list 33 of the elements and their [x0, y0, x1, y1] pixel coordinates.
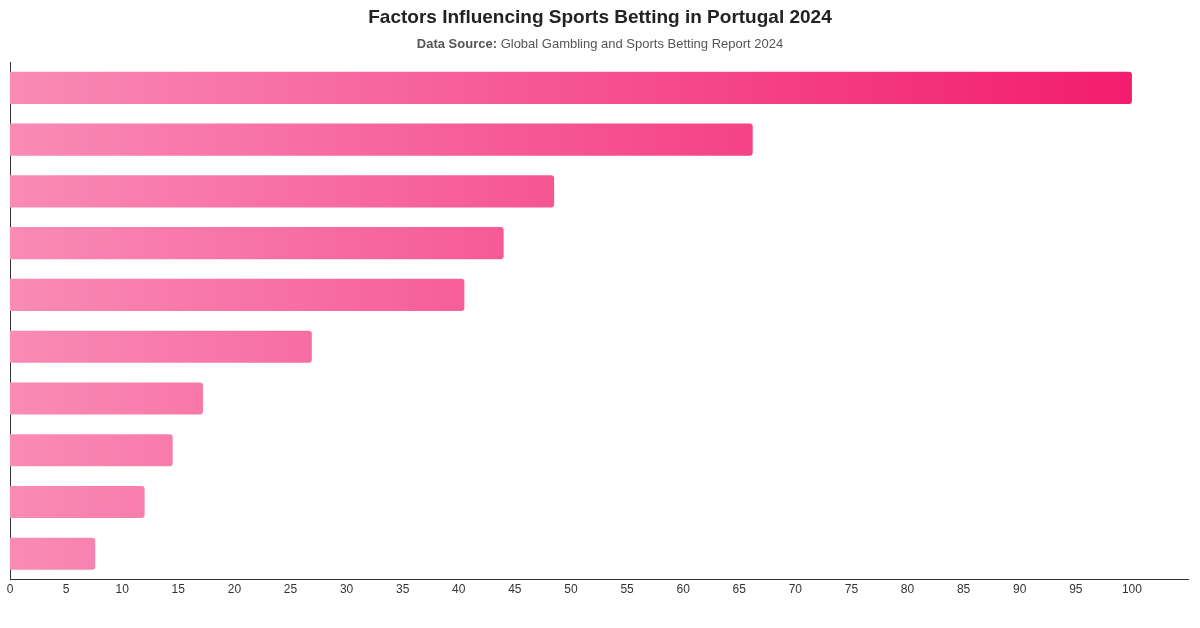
x-tick-label: 90 [1013, 582, 1027, 597]
x-tick-label: 15 [171, 582, 186, 597]
x-tick-label: 75 [844, 582, 859, 597]
x-tick-label: 70 [788, 582, 803, 597]
x-tick-label: 40 [452, 582, 466, 597]
chart-title: Factors Influencing Sports Betting in Portugal 2024 [367, 6, 833, 28]
x-tick-label: 35 [395, 582, 410, 597]
bar [10, 330, 312, 363]
bar [10, 434, 173, 467]
bar [10, 278, 465, 311]
x-tick-label: 100 [1121, 582, 1143, 597]
chart-subtitle: Data Source: Global Gambling and Sports Betting Report 2024 [415, 36, 785, 51]
bar [10, 485, 145, 519]
x-tick-label: 25 [283, 582, 298, 597]
x-tick-label: 20 [227, 582, 242, 597]
x-tick-label: 65 [732, 582, 747, 597]
x-tick-label: 30 [339, 582, 354, 597]
x-tick-label: 5 [62, 582, 70, 597]
x-tick-label: 0 [6, 582, 14, 597]
bar [10, 382, 203, 415]
x-tick-label: 10 [115, 582, 130, 597]
bar [10, 71, 1132, 104]
bar [10, 175, 555, 208]
x-tick-label: 45 [508, 582, 522, 597]
x-tick-label: 95 [1069, 582, 1083, 597]
x-tick-label: 85 [956, 582, 971, 597]
bar [10, 227, 504, 260]
bar [10, 123, 753, 156]
x-tick-label: 55 [620, 582, 635, 597]
x-tick-label: 50 [564, 582, 578, 597]
x-tick-label: 60 [676, 582, 691, 597]
bar [10, 537, 96, 570]
x-tick-label: 80 [900, 582, 915, 597]
